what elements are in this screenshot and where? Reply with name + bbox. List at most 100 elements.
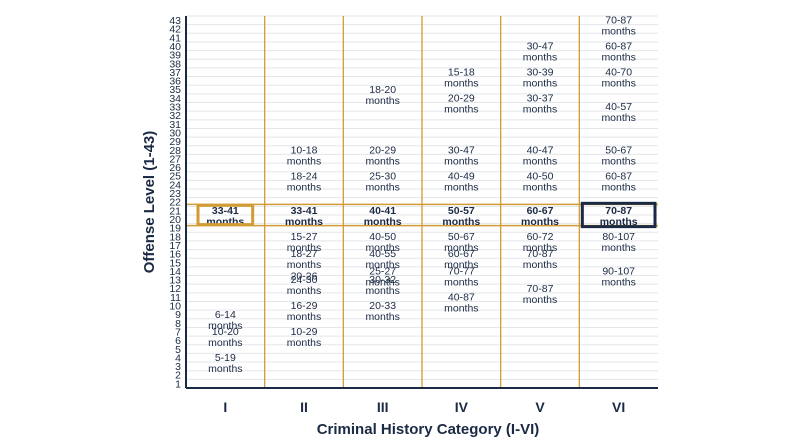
cell-unit-label: months <box>600 216 638 228</box>
cell-unit-label: months <box>208 363 242 375</box>
cell-range-label: 40-50 <box>527 170 554 182</box>
cell-range-label: 40-41 <box>369 205 396 217</box>
cell-range-label: 60-72 <box>527 231 554 243</box>
cell-unit-label: months <box>523 242 557 254</box>
column-divider-layer <box>264 16 580 388</box>
y-tick-label: 7 <box>175 326 181 338</box>
cell-layer: 6-14months10-20months5-19months33-41mont… <box>206 15 637 375</box>
cell-range-label: 20-29 <box>448 93 475 105</box>
y-axis-title: Offense Level (1-43) <box>141 131 158 274</box>
cell-unit-label: months <box>523 294 557 306</box>
y-tick-label: 30 <box>169 127 181 139</box>
highlight-box-navy <box>580 201 657 229</box>
y-tick-label: 21 <box>169 205 181 217</box>
y-tick-label: 3 <box>175 361 181 373</box>
cell-unit-label: months <box>523 259 557 271</box>
cell-range-label: 25-27 <box>369 266 396 278</box>
cell-range-label: 33-41 <box>212 205 239 217</box>
y-tick-label: 4 <box>175 352 181 364</box>
cell-range-label: 40-47 <box>527 144 554 156</box>
highlight-box-layer <box>196 201 657 229</box>
cell-unit-label: months <box>287 155 321 167</box>
cell-unit-label: months <box>444 259 478 271</box>
cell-range-label: 20-29 <box>369 144 396 156</box>
cell-range-label: 20-26 <box>291 271 318 283</box>
cell-range-label: 18-24 <box>291 170 318 182</box>
y-tick-label: 37 <box>169 67 181 79</box>
x-tick-layer: I II III IV V VI <box>223 399 625 415</box>
y-tick-label: 12 <box>169 283 181 295</box>
x-axis-title: Criminal History Category (I-VI) <box>317 421 540 438</box>
cell-range-label: 70-87 <box>527 248 554 260</box>
cell-unit-label: months <box>523 52 557 64</box>
y-tick-label: 24 <box>169 179 181 191</box>
x-tick-label: II <box>300 399 308 415</box>
cell-unit-label: months <box>601 52 635 64</box>
cell-unit-label: months <box>365 259 399 271</box>
cell-unit-label: months <box>444 302 478 314</box>
cell-range-label: 40-55 <box>369 248 396 260</box>
cell-unit-label: months <box>444 155 478 167</box>
y-tick-label: 23 <box>169 188 181 200</box>
cell-unit-label: months <box>523 104 557 116</box>
y-tick-label: 6 <box>175 335 181 347</box>
cell-range-label: 33-41 <box>291 205 318 217</box>
y-tick-label: 43 <box>169 15 181 27</box>
y-tick-label: 38 <box>169 58 181 70</box>
cell-range-label: 70-87 <box>605 15 632 27</box>
y-tick-label: 26 <box>169 162 181 174</box>
x-tick-label: VI <box>612 399 625 415</box>
cell-range-label: 30-47 <box>448 144 475 156</box>
cell-range-label: 60-87 <box>605 170 632 182</box>
cell-unit-label: months <box>523 181 557 193</box>
x-tick-label: V <box>535 399 545 415</box>
cell-range-label: 70-87 <box>605 205 632 217</box>
cell-unit-label: months <box>287 181 321 193</box>
cell-unit-label: months <box>365 311 399 323</box>
y-tick-label: 31 <box>169 119 181 131</box>
cell-unit-label: months <box>364 216 402 228</box>
cell-range-label: 40-70 <box>605 67 632 79</box>
y-tick-label: 15 <box>169 257 181 269</box>
cell-range-label: 90-107 <box>602 266 635 278</box>
cell-unit-label: months <box>365 155 399 167</box>
x-tick-label: IV <box>455 399 469 415</box>
y-tick-label: 14 <box>169 266 181 278</box>
cell-range-label: 50-57 <box>448 205 475 217</box>
cell-range-label: 5-19 <box>215 352 236 364</box>
cell-range-label: 70-77 <box>448 266 475 278</box>
cell-unit-label: months <box>601 78 635 90</box>
y-tick-label: 22 <box>169 197 181 209</box>
y-tick-label: 2 <box>175 370 181 382</box>
x-tick-label: I <box>223 399 227 415</box>
cell-range-label: 40-87 <box>448 291 475 303</box>
cell-unit-label: months <box>287 259 321 271</box>
y-tick-label: 40 <box>169 41 181 53</box>
cell-unit-label: months <box>365 242 399 254</box>
y-tick-label: 41 <box>169 32 181 44</box>
cell-range-label: 40-50 <box>369 231 396 243</box>
y-tick-label: 27 <box>169 153 181 165</box>
cell-unit-label: months <box>208 320 242 332</box>
cell-range-label: 18-27 <box>291 248 318 260</box>
y-tick-label: 32 <box>169 110 181 122</box>
y-tick-label: 25 <box>169 171 181 183</box>
cell-unit-label: months <box>444 181 478 193</box>
cell-range-label: 30-47 <box>527 41 554 53</box>
cell-unit-label: months <box>444 104 478 116</box>
y-tick-label: 18 <box>169 231 181 243</box>
y-tick-label: 42 <box>169 24 181 36</box>
cell-range-label: 50-67 <box>605 144 632 156</box>
cell-range-label: 70-87 <box>527 283 554 295</box>
y-tick-label: 29 <box>169 136 181 148</box>
cell-range-label: 30-32 <box>369 274 396 286</box>
cell-unit-label: months <box>444 78 478 90</box>
cell-unit-label: months <box>365 277 399 289</box>
cell-range-label: 6-14 <box>215 309 236 321</box>
cell-unit-label: months <box>601 26 635 38</box>
cell-unit-label: months <box>208 337 242 349</box>
cell-range-label: 10-18 <box>291 144 318 156</box>
cell-range-label: 10-20 <box>212 326 239 338</box>
y-tick-label: 17 <box>169 240 181 252</box>
cell-range-label: 30-39 <box>527 67 554 79</box>
